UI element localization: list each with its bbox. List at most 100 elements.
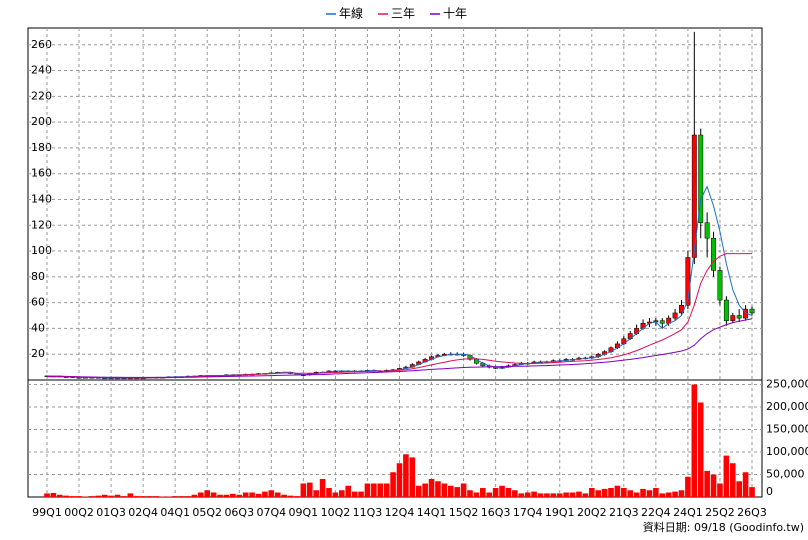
volume-bar (685, 476, 691, 497)
volume-bar (640, 488, 646, 497)
volume-bar (556, 493, 563, 497)
volume-bar (505, 488, 512, 497)
x-tick-label: 16Q3 (481, 506, 511, 519)
x-tick-label: 17Q4 (513, 506, 543, 519)
y2-tick-label: 200,000 (766, 400, 808, 413)
y-tick-label: 180 (31, 141, 52, 154)
legend-label: 十年 (443, 7, 467, 21)
volume-bar (659, 493, 666, 497)
volume-bar (377, 483, 384, 497)
volume-bar (409, 457, 416, 497)
candle-body (711, 237, 716, 271)
volume-bar (717, 483, 723, 497)
volume-bar (114, 494, 121, 497)
candle-body (749, 308, 755, 314)
volume-bar (242, 492, 249, 497)
candle-body (723, 299, 729, 321)
x-tick-label: 19Q1 (545, 506, 575, 519)
x-tick-label: 14Q1 (417, 506, 447, 519)
volume-bar (69, 496, 76, 497)
x-tick-label: 26Q3 (737, 506, 767, 519)
x-tick-label: 99Q1 (32, 506, 62, 519)
legend-label: 三年 (391, 7, 415, 21)
volume-bar (332, 492, 339, 497)
volume-bar (281, 494, 287, 497)
volume-bar (454, 487, 460, 497)
x-tick-label: 15Q2 (449, 506, 479, 519)
volume-bar (371, 483, 377, 497)
volume-bar (473, 492, 480, 497)
candle-body (698, 134, 704, 223)
volume-bar (300, 483, 307, 497)
volume-bar (191, 494, 198, 497)
x-tick-label: 00Q2 (64, 506, 94, 519)
volume-bar (621, 488, 627, 497)
volume-bar (319, 479, 326, 497)
volume-bar (704, 470, 710, 497)
volume-bar (345, 485, 352, 497)
volume-bar (63, 495, 70, 497)
y2-tick-label: 150,000 (766, 423, 808, 436)
volume-bar (428, 479, 435, 497)
volume-bar (467, 490, 473, 497)
volume-bar (364, 483, 371, 497)
volume-bar (268, 490, 275, 497)
volume-bar (441, 483, 448, 497)
x-tick-label: 22Q4 (641, 506, 671, 519)
volume-bar (569, 492, 576, 497)
x-tick-label: 05Q2 (192, 506, 222, 519)
volume-bar (339, 490, 345, 497)
volume-bar (595, 490, 601, 497)
volume-bar (435, 481, 441, 497)
y-tick-label: 60 (31, 296, 45, 309)
y2-tick-label: 100,000 (766, 445, 808, 458)
y-tick-label: 140 (31, 192, 52, 205)
volume-bar (550, 493, 557, 497)
volume-bar (76, 496, 82, 497)
volume-bar (537, 493, 544, 497)
y-tick-label: 220 (31, 89, 52, 102)
volume-bar (146, 496, 153, 497)
volume-bar (697, 402, 704, 497)
volume-bar (691, 384, 698, 497)
x-tick-label: 06Q3 (224, 506, 254, 519)
volume-bar (236, 494, 243, 497)
volume-bar (665, 492, 672, 497)
x-tick-label: 12Q4 (385, 506, 415, 519)
volume-bar (588, 488, 595, 497)
volume-bar (326, 488, 332, 497)
volume-bar (230, 493, 236, 497)
y-tick-label: 260 (31, 38, 52, 51)
y-tick-label: 40 (31, 321, 45, 334)
volume-bar (576, 491, 582, 497)
volume-bar (57, 494, 63, 497)
volume-bar (204, 490, 211, 497)
x-tick-label: 25Q2 (705, 506, 735, 519)
volume-bar (524, 492, 531, 497)
candle-body (659, 320, 665, 324)
volume-bar (633, 492, 640, 497)
x-tick-label: 20Q2 (577, 506, 607, 519)
volume-bar (140, 496, 146, 497)
volume-bar (531, 491, 537, 497)
volume-bar (50, 492, 57, 497)
candle-body (717, 270, 723, 301)
y2-tick-label: 250,000 (766, 378, 808, 391)
volume-bar (653, 488, 659, 497)
volume-bar (447, 485, 454, 497)
volume-bar (121, 496, 127, 497)
volume-bar (294, 496, 300, 497)
volume-bar (582, 493, 589, 497)
x-tick-label: 24Q1 (673, 506, 703, 519)
volume-bar (646, 490, 653, 497)
volume-bar (512, 490, 518, 497)
volume-bar (133, 496, 140, 497)
legend: 年線 三年 十年 (326, 6, 467, 21)
plot-frame (27, 27, 763, 498)
x-tick-label: 09Q1 (289, 506, 319, 519)
x-tick-label: 04Q1 (160, 506, 190, 519)
volume-bar (287, 495, 294, 497)
volume-bar (351, 491, 358, 497)
volume-bar (101, 494, 108, 497)
volume-bar (306, 482, 313, 497)
